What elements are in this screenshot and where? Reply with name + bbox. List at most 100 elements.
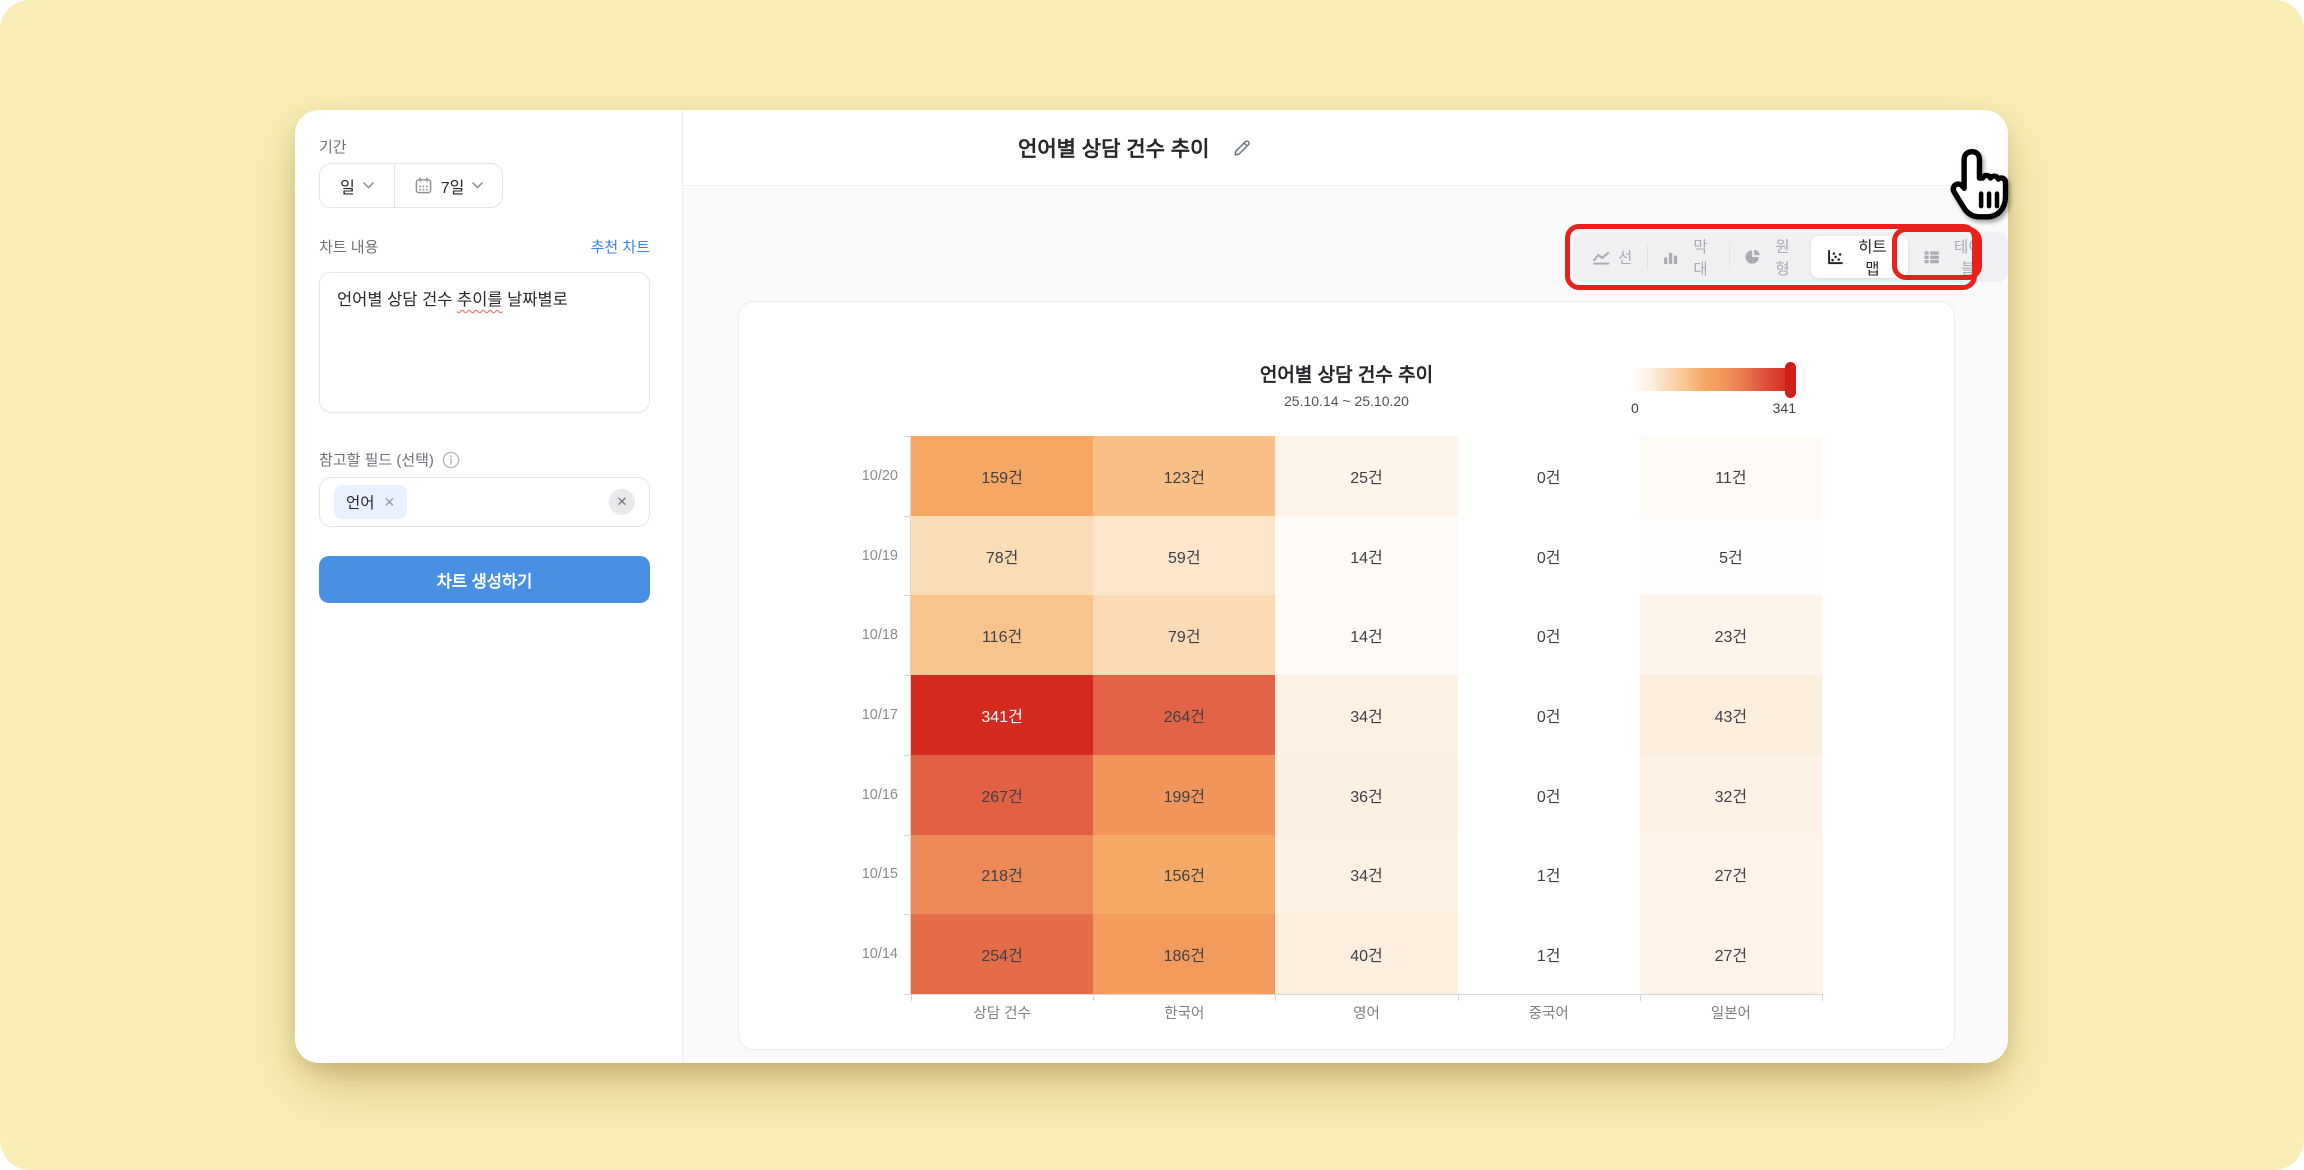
recommend-chart-link[interactable]: 추천 차트 xyxy=(590,239,650,256)
content-text: 날짜별로 xyxy=(502,291,568,309)
heatmap-cell: 123건 xyxy=(1093,436,1276,516)
tag-remove-icon[interactable]: ✕ xyxy=(383,494,396,510)
content-text-misspelled: 추이를 xyxy=(457,291,503,309)
heatmap-cell: 78건 xyxy=(911,515,1094,596)
clear-fields-button[interactable]: ✕ xyxy=(609,489,635,515)
tab-label: 테이블 xyxy=(1954,239,1983,278)
bar-chart-icon xyxy=(1664,252,1678,265)
cursor-pointer-icon xyxy=(1950,149,2009,220)
heatmap-cell: 159건 xyxy=(911,436,1094,516)
calendar-icon xyxy=(415,177,432,194)
heatmap-cell: 43건 xyxy=(1639,675,1822,755)
heatmap-cell: 34건 xyxy=(1275,675,1458,755)
chevron-down-icon xyxy=(472,182,484,189)
heatmap-row-label: 10/20 xyxy=(861,467,898,484)
content-label: 차트 내용 xyxy=(319,239,379,256)
tab-separator xyxy=(1908,245,1910,269)
heatmap-row-label: 10/18 xyxy=(861,627,898,644)
heatmap-row-label: 10/17 xyxy=(861,706,898,723)
x-axis-tick xyxy=(1822,994,1823,1001)
heatmap: 159건 123건 25건 0건 11건 78건 59건 14건 0건 5건 116건 79건 14건 0… xyxy=(911,436,1822,994)
heatmap-col-label: 중국어 xyxy=(1528,1006,1569,1022)
heatmap-row-label: 10/16 xyxy=(861,786,898,803)
y-axis-tick xyxy=(904,914,911,916)
heatmap-cell: 27건 xyxy=(1639,914,1822,994)
fields-input[interactable]: 언어 ✕ ✕ xyxy=(319,477,650,527)
y-axis-tick xyxy=(904,834,911,836)
heatmap-cell: 1건 xyxy=(1457,834,1640,915)
period-label: 기간 xyxy=(319,139,347,156)
tab-separator xyxy=(1729,245,1731,269)
x-axis-tick xyxy=(1093,994,1095,1001)
tab-separator xyxy=(1647,245,1649,269)
pie-chart-icon xyxy=(1745,249,1761,264)
heatmap-cell: 25건 xyxy=(1275,436,1458,516)
heatmap-cell: 218건 xyxy=(911,834,1094,915)
content-text: 언어별 상담 건수 xyxy=(337,291,458,309)
tab-bar[interactable]: 막대 xyxy=(1647,236,1729,278)
x-axis-tick xyxy=(911,994,912,1001)
app-window: 기간 일 7일 차트 내용 xyxy=(295,110,2008,1063)
page-title: 언어별 상담 건수 추이 xyxy=(1018,138,1210,161)
heatmap-cell: 23건 xyxy=(1639,595,1822,676)
tab-label: 막대 xyxy=(1693,239,1708,278)
heatmap-cell: 59건 xyxy=(1093,515,1276,596)
y-axis-line xyxy=(910,436,911,995)
heatmap-cell: 14건 xyxy=(1275,595,1458,676)
tab-heatmap[interactable]: 히트맵 xyxy=(1811,236,1909,278)
field-tag-language[interactable]: 언어 ✕ xyxy=(334,485,408,519)
heatmap-cell: 5건 xyxy=(1639,515,1822,596)
heatmap-col-label: 상담 건수 xyxy=(973,1006,1031,1022)
sidebar-divider xyxy=(682,110,683,1063)
x-axis-tick xyxy=(1275,994,1277,1001)
heatmap-cell: 32건 xyxy=(1639,754,1822,835)
heatmap-cell: 36건 xyxy=(1275,754,1458,835)
heatmap-cell: 27건 xyxy=(1639,834,1822,915)
main-header: 언어별 상담 건수 추이 xyxy=(683,110,2008,186)
heatmap-row-label: 10/14 xyxy=(861,946,898,963)
heatmap-cell: 156건 xyxy=(1093,834,1276,915)
tab-line[interactable]: 선 xyxy=(1577,236,1647,278)
heatmap-cell: 267건 xyxy=(911,754,1094,835)
x-axis-line xyxy=(911,994,1822,995)
period-unit-select[interactable]: 일 xyxy=(320,164,394,207)
heatmap-cell: 34건 xyxy=(1275,834,1458,915)
tab-table[interactable]: 테이블 xyxy=(1908,236,2004,278)
color-scale-legend xyxy=(1631,368,1791,391)
info-icon xyxy=(442,451,460,468)
heatmap-cell: 40건 xyxy=(1275,914,1458,994)
y-axis-tick xyxy=(904,754,911,756)
heatmap-cell: 186건 xyxy=(1093,914,1276,994)
create-chart-button[interactable]: 차트 생성하기 xyxy=(319,556,650,603)
heatmap-chart-icon xyxy=(1828,249,1844,264)
period-select-group: 일 7일 xyxy=(319,163,503,208)
x-axis-tick xyxy=(1639,994,1641,1001)
color-scale-handle xyxy=(1785,362,1796,398)
y-axis-tick xyxy=(904,994,911,995)
pencil-icon xyxy=(1233,139,1250,156)
chart-content-textarea[interactable]: 언어별 상담 건수 추이를 날짜별로 xyxy=(319,272,650,413)
heatmap-row-label: 10/19 xyxy=(861,547,898,564)
content-label-row: 차트 내용 추천 차트 xyxy=(319,236,650,257)
y-axis-tick xyxy=(904,675,911,677)
legend-max-label: 341 xyxy=(1772,400,1796,416)
heatmap-cell: 254건 xyxy=(911,914,1094,994)
table-chart-icon xyxy=(1924,251,1940,264)
tab-pie[interactable]: 원형 xyxy=(1729,236,1811,278)
line-chart-icon xyxy=(1593,251,1610,265)
period-range-value: 7일 xyxy=(440,179,465,197)
heatmap-cell: 1건 xyxy=(1457,914,1640,994)
sidebar: 기간 일 7일 차트 내용 xyxy=(295,110,682,1063)
tab-label: 히트맵 xyxy=(1858,239,1887,278)
heatmap-cell: 0건 xyxy=(1457,436,1640,516)
edit-title-button[interactable] xyxy=(1226,132,1256,162)
x-axis-tick xyxy=(1457,994,1459,1001)
heatmap-cell: 264건 xyxy=(1093,675,1276,755)
y-axis-tick xyxy=(904,436,911,437)
fields-label-row: 참고할 필드 (선택) xyxy=(319,449,460,470)
heatmap-cell: 341건 xyxy=(911,675,1094,755)
heatmap-col-label: 일본어 xyxy=(1710,1006,1751,1022)
period-range-select[interactable]: 7일 xyxy=(394,164,502,207)
period-unit-value: 일 xyxy=(340,179,355,197)
